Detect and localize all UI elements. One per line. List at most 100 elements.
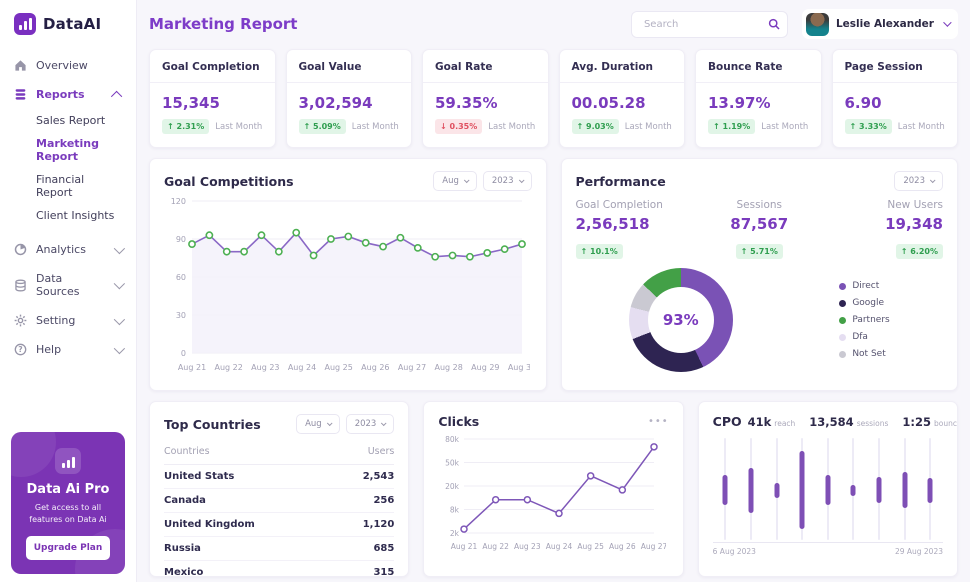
up-arrow-icon: ↑ [303,122,311,131]
page-title: Marketing Report [149,15,298,33]
sessions-label: sessions [856,418,889,428]
gear-icon [14,314,27,327]
chevron-down-icon [113,242,126,254]
more-menu-icon[interactable]: ••• [647,416,669,427]
period-label: Last Month [215,121,263,132]
cpo-bar[interactable] [892,438,918,540]
legend-dot [839,316,847,324]
stat-label: Goal Completion [150,50,275,83]
month-filter-dropdown[interactable]: Aug [433,171,477,191]
panel-title: Goal Competitions [164,173,294,189]
svg-text:Aug 24: Aug 24 [546,542,573,551]
metric-new-users: New Users 19,348 ↑ 6.20% [821,199,943,259]
cpo-bar[interactable] [764,438,790,540]
table-row[interactable]: United Kingdom 1,120 [164,513,395,537]
home-icon [14,59,27,72]
cpo-bar[interactable] [713,438,739,540]
svg-text:Aug 29: Aug 29 [471,363,499,372]
svg-text:?: ? [18,345,22,354]
up-arrow-icon: ↑ [580,247,588,256]
sidebar-item-label: Analytics [36,243,86,256]
reports-icon [14,88,27,101]
legend-dot [839,350,847,358]
axis-start-label: 6 Aug 2023 [712,547,756,556]
cpo-bar[interactable] [815,438,841,540]
sidebar-item-marketing-report[interactable]: Marketing Report [36,137,100,163]
period-label: Last Month [624,121,672,132]
user-menu[interactable]: Leslie Alexander [801,9,958,39]
sidebar-item-reports[interactable]: Reports [0,80,136,109]
performance-panel: Performance 2023 Goal Completion 2,56,51… [560,158,958,391]
year-filter-dropdown[interactable]: 2023 [482,171,532,191]
search-input[interactable] [641,17,763,31]
table-row[interactable]: Canada 256 [164,489,395,513]
change-badge: ↑ 9.03% [571,119,619,134]
sidebar-item-overview[interactable]: Overview [0,51,136,80]
year-filter-dropdown[interactable]: 2023 [894,171,943,191]
period-label: Last Month [351,121,399,132]
svg-text:60: 60 [176,273,186,282]
svg-text:2k: 2k [450,529,460,538]
promo-title: Data Ai Pro [26,482,110,497]
sidebar-item-financial-report[interactable]: Financial Report [36,173,85,199]
table-row[interactable]: Russia 685 [164,537,395,561]
stat-card-bounce-rate: Bounce Rate 13.97% ↑ 1.19% Last Month [695,49,822,148]
svg-text:Aug 30: Aug 30 [508,363,530,372]
sidebar-item-label: Reports [36,88,85,101]
stat-card-goal-completion: Goal Completion 15,345 ↑ 2.31% Last Month [149,49,276,148]
up-arrow-icon: ↑ [713,122,720,131]
cpo-bar[interactable] [866,438,892,540]
cpo-bar[interactable] [789,438,815,540]
stat-card-goal-rate: Goal Rate 59.35% ↓ 0.35% Last Month [422,49,549,148]
upgrade-plan-button[interactable]: Upgrade Plan [25,536,111,560]
period-label: Last Month [897,121,945,132]
sidebar-item-analytics[interactable]: Analytics [0,235,136,264]
table-row[interactable]: Mexico 315 [164,567,395,577]
bottom-row: Top Countries Aug 2023 Countries Users Un… [149,401,958,577]
sidebar-item-client-insights[interactable]: Client Insights [36,209,115,222]
metric-goal-completion: Goal Completion 2,56,518 ↑ 10.1% [575,199,699,259]
search-button[interactable] [763,13,785,35]
sidebar-item-data-sources[interactable]: Data Sources [0,264,136,306]
sidebar-item-help[interactable]: ? Help [0,335,136,364]
goal-competitions-panel: Goal Competitions Aug 2023 120 90 60 30 0 Aug… [149,158,547,391]
analytics-icon [14,243,27,256]
cpo-bar[interactable] [841,438,867,540]
svg-text:Aug 28: Aug 28 [434,363,462,372]
chevron-down-icon [113,342,126,354]
month-filter-dropdown[interactable]: Aug [296,414,340,434]
metric-sessions: Sessions 87,567 ↑ 5.71% [698,199,821,259]
up-arrow-icon: ↑ [849,122,857,131]
svg-text:Aug 23: Aug 23 [514,542,541,551]
legend-item-partners: Partners [839,315,890,325]
cpo-bar[interactable] [738,438,764,540]
bounce-label: bounce [933,418,957,428]
period-label: Last Month [761,121,809,132]
legend-item-dfa: Dfa [839,332,889,342]
legend-dot [839,282,847,290]
cpo-bar[interactable] [917,438,943,540]
promo-subtitle: Get access to all features on Data Ai [29,503,107,524]
search-icon [768,18,780,30]
sidebar-item-sales-report[interactable]: Sales Report [36,114,106,127]
svg-text:30: 30 [176,311,186,320]
stat-value: 00.05.28 [571,94,646,112]
sidebar-item-label: Data Sources [36,272,80,298]
database-icon [14,279,27,292]
app-logo[interactable]: DataAI [0,0,136,51]
performance-metrics: Goal Completion 2,56,518 ↑ 10.1% Session… [575,199,943,259]
user-avatar [805,12,829,36]
svg-text:Aug 21: Aug 21 [451,542,478,551]
svg-text:Aug 22: Aug 22 [214,363,242,372]
goal-competitions-chart: 120 90 60 30 0 Aug 21 Aug 22 Aug 23 Aug 24 Aug 25… [164,191,536,381]
chevron-up-icon [110,90,123,102]
sessions-value: 13,584 [809,414,854,429]
up-arrow-icon: ↑ [900,247,908,256]
donut-legend: Direct Google Partners Dfa Not Set [839,281,890,359]
period-label: Last Month [488,121,536,132]
year-filter-dropdown[interactable]: 2023 [345,414,395,434]
legend-dot [839,299,847,307]
table-row[interactable]: United Stats 2,543 [164,465,395,489]
sidebar-item-setting[interactable]: Setting [0,306,136,335]
svg-text:80k: 80k [445,435,460,444]
